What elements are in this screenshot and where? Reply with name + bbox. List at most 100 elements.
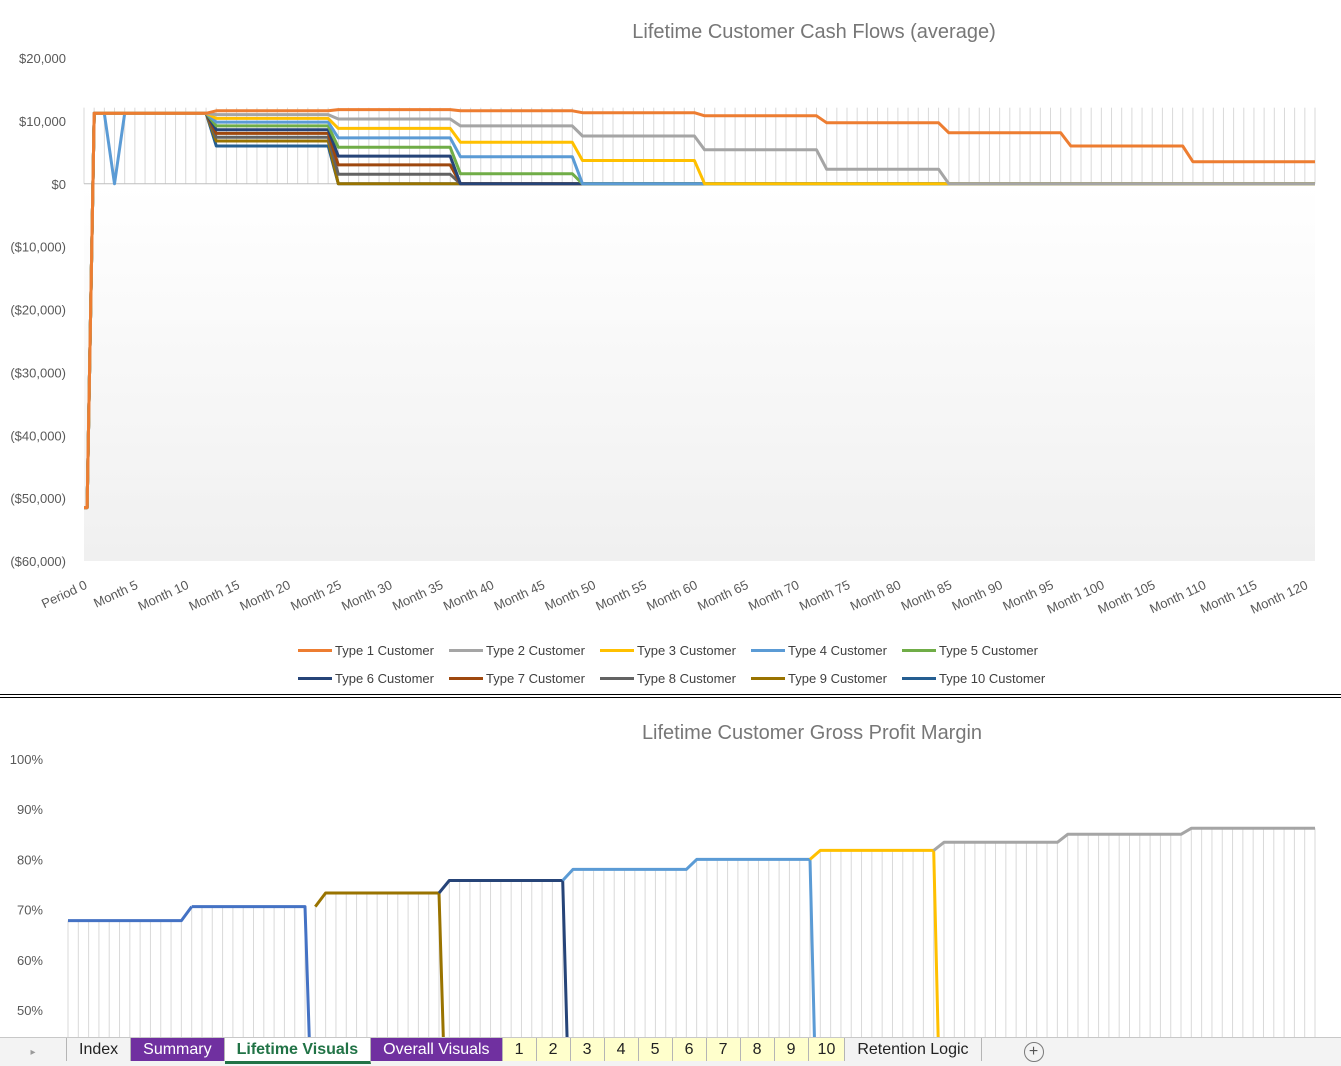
series-line-1 bbox=[84, 108, 1315, 510]
legend-swatch bbox=[902, 676, 936, 680]
x-tick-label: Month 20 bbox=[237, 577, 292, 614]
legend-label: Type 10 Customer bbox=[939, 670, 1046, 686]
x-tick-label: Month 85 bbox=[899, 577, 954, 614]
sheet-tab[interactable]: 9 bbox=[774, 1038, 809, 1061]
sheet-tab-label: 3 bbox=[582, 1040, 592, 1058]
y-tick-label: ($50,000) bbox=[10, 491, 66, 506]
x-tick-label: Month 80 bbox=[848, 577, 903, 614]
x-tick-label: Month 30 bbox=[339, 577, 394, 614]
sheet-tab-label: 5 bbox=[650, 1040, 660, 1058]
cash-flow-plot-area bbox=[84, 185, 1315, 561]
sheet-tab[interactable]: 2 bbox=[536, 1038, 571, 1061]
sheet-tab[interactable]: 6 bbox=[672, 1038, 707, 1061]
x-tick-label: Month 50 bbox=[542, 577, 597, 614]
x-tick-label: Month 75 bbox=[797, 577, 852, 614]
sheet-tab[interactable]: Retention Logic bbox=[845, 1038, 982, 1061]
legend-swatch bbox=[751, 648, 785, 652]
legend-label: Type 1 Customer bbox=[335, 642, 434, 658]
y-tick-label: ($40,000) bbox=[10, 428, 66, 443]
legend-label: Type 7 Customer bbox=[486, 670, 585, 686]
y-tick-label: $20,000 bbox=[19, 51, 66, 66]
sheet-tab-label: 9 bbox=[786, 1040, 796, 1058]
sheet-tab[interactable]: 8 bbox=[740, 1038, 775, 1061]
x-tick-label: Month 70 bbox=[746, 577, 801, 614]
legend-label: Type 8 Customer bbox=[637, 670, 736, 686]
legend-label: Type 5 Customer bbox=[939, 642, 1038, 658]
legend-entry: Type 7 Customer bbox=[449, 671, 600, 686]
y-tick-label: ($20,000) bbox=[10, 303, 66, 318]
y-tick-label: ($60,000) bbox=[10, 554, 66, 569]
x-tick-label: Month 100 bbox=[1045, 577, 1107, 617]
x-tick-label: Month 115 bbox=[1198, 577, 1259, 616]
sheet-tab[interactable]: 4 bbox=[604, 1038, 639, 1061]
sheet-tab[interactable]: 7 bbox=[706, 1038, 741, 1061]
chart-divider bbox=[0, 697, 1341, 698]
legend-label: Type 9 Customer bbox=[788, 670, 887, 686]
legend-swatch bbox=[902, 648, 936, 652]
x-tick-label: Month 40 bbox=[441, 577, 496, 614]
chart-divider bbox=[0, 694, 1341, 695]
margin-segment-3 bbox=[314, 891, 445, 1037]
legend-label: Type 3 Customer bbox=[637, 642, 736, 658]
margin-segment-1 bbox=[68, 905, 193, 923]
sheet-tab-label: Overall Visuals bbox=[383, 1040, 490, 1058]
legend-label: Type 2 Customer bbox=[486, 642, 585, 658]
sheet-tab-label: Index bbox=[79, 1040, 119, 1058]
legend-label: Type 4 Customer bbox=[788, 642, 887, 658]
legend-entry: Type 10 Customer bbox=[902, 671, 1053, 686]
sheet-tab-label: Retention Logic bbox=[857, 1040, 969, 1058]
sheet-tab-label: 4 bbox=[616, 1040, 626, 1058]
sheet-tab[interactable]: Overall Visuals bbox=[371, 1038, 503, 1061]
sheet-tab[interactable]: Lifetime Visuals bbox=[224, 1038, 372, 1064]
legend-entry: Type 1 Customer bbox=[298, 643, 449, 658]
x-tick-label: Month 110 bbox=[1147, 577, 1208, 616]
x-tick-label: Month 35 bbox=[390, 577, 445, 614]
legend-entry: Type 5 Customer bbox=[902, 643, 1053, 658]
y-tick-label: ($30,000) bbox=[10, 365, 66, 380]
x-tick-label: Month 55 bbox=[593, 577, 648, 614]
sheet-tab-label: 1 bbox=[514, 1040, 524, 1058]
x-tick-label: Month 10 bbox=[136, 577, 191, 614]
plus-circle-icon[interactable]: + bbox=[1023, 1042, 1044, 1062]
sheet-tab-label: 7 bbox=[718, 1040, 728, 1058]
x-tick-label: Month 60 bbox=[644, 577, 699, 614]
x-tick-label: Month 15 bbox=[186, 577, 241, 614]
x-tick-label: Month 90 bbox=[949, 577, 1004, 614]
y-tick-label: 60% bbox=[17, 953, 43, 968]
x-tick-label: Period 0 bbox=[39, 577, 89, 611]
x-tick-label: Month 65 bbox=[695, 577, 750, 614]
x-tick-label: Month 25 bbox=[288, 577, 343, 614]
legend-swatch bbox=[751, 676, 785, 680]
legend-entry: Type 9 Customer bbox=[751, 671, 902, 686]
margin-segment-2 bbox=[191, 905, 311, 1037]
y-tick-label: 90% bbox=[17, 802, 43, 817]
cash-flow-chart-title: Lifetime Customer Cash Flows (average) bbox=[632, 21, 995, 43]
y-tick-label: 70% bbox=[17, 903, 43, 918]
y-tick-label: $10,000 bbox=[19, 114, 66, 129]
legend-swatch bbox=[298, 676, 332, 680]
sheet-tab[interactable]: Index bbox=[66, 1038, 132, 1061]
triangle-right-icon[interactable]: ▸ bbox=[30, 1046, 36, 1058]
sheet-tab-bar: ▸ Index Summary Lifetime Visuals Overall Vi… bbox=[0, 1037, 1341, 1066]
x-tick-label: Month 120 bbox=[1248, 577, 1310, 617]
sheet-tab[interactable]: 3 bbox=[570, 1038, 605, 1061]
sheet-tab[interactable]: 1 bbox=[502, 1038, 537, 1061]
y-tick-label: 80% bbox=[17, 852, 43, 867]
legend-entry: Type 6 Customer bbox=[298, 671, 449, 686]
y-tick-label: ($10,000) bbox=[10, 240, 66, 255]
sheet-tab[interactable]: Summary bbox=[131, 1038, 225, 1061]
x-tick-label: Month 105 bbox=[1095, 577, 1157, 617]
sheet-tab[interactable]: 10 bbox=[808, 1038, 846, 1061]
x-tick-label: Month 5 bbox=[91, 577, 140, 610]
sheet-tab-label: Lifetime Visuals bbox=[236, 1040, 359, 1058]
sheet-tab-label: 10 bbox=[817, 1040, 836, 1058]
legend-swatch bbox=[600, 676, 634, 680]
sheet-tab-label: 2 bbox=[548, 1040, 558, 1058]
y-tick-label: 50% bbox=[17, 1003, 43, 1018]
sheet-tab-label: 6 bbox=[684, 1040, 694, 1058]
gross-margin-chart-title: Lifetime Customer Gross Profit Margin bbox=[642, 722, 982, 744]
legend-label: Type 6 Customer bbox=[335, 670, 434, 686]
legend-entry: Type 2 Customer bbox=[449, 643, 600, 658]
cash-flow-chart: Lifetime Customer Cash Flows (average) $… bbox=[10, 21, 1316, 617]
sheet-tab[interactable]: 5 bbox=[638, 1038, 673, 1061]
